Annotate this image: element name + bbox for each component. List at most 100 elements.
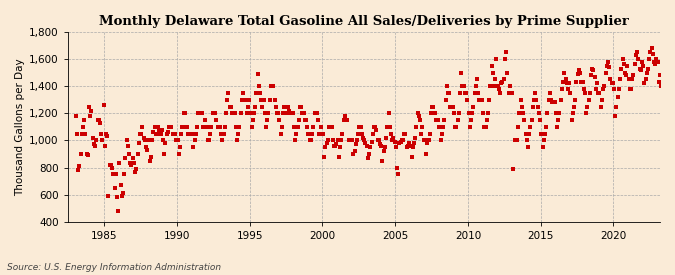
Point <box>635 68 646 72</box>
Point <box>530 91 541 95</box>
Point <box>349 149 360 153</box>
Point <box>205 131 216 136</box>
Point <box>256 98 267 102</box>
Point <box>366 139 377 144</box>
Point <box>97 138 108 143</box>
Point <box>399 131 410 136</box>
Point <box>98 103 109 107</box>
Point <box>108 172 119 177</box>
Point <box>304 138 315 143</box>
Point <box>134 131 145 136</box>
Point <box>280 111 291 116</box>
Point <box>348 152 358 156</box>
Point <box>229 111 240 116</box>
Point <box>78 125 88 129</box>
Point <box>668 122 675 126</box>
Point <box>140 145 151 149</box>
Point <box>664 106 675 110</box>
Point <box>474 98 485 102</box>
Point <box>388 136 399 140</box>
Point <box>439 118 450 122</box>
Point <box>564 81 574 86</box>
Point <box>308 125 319 129</box>
Point <box>461 91 472 95</box>
Point <box>343 138 354 143</box>
Point <box>667 107 675 111</box>
Point <box>342 118 353 122</box>
Point <box>253 84 264 88</box>
Point <box>450 125 460 129</box>
Point <box>498 77 509 82</box>
Point <box>104 163 115 167</box>
Point <box>96 131 107 136</box>
Point <box>503 91 514 95</box>
Point <box>462 98 472 102</box>
Point <box>570 98 580 102</box>
Point <box>154 127 165 132</box>
Point <box>79 118 90 122</box>
Point <box>279 104 290 109</box>
Point <box>126 163 137 167</box>
Point <box>396 138 407 143</box>
Point <box>90 144 101 148</box>
Point <box>478 111 489 116</box>
Point <box>87 136 98 140</box>
Point <box>233 131 244 136</box>
Point <box>370 125 381 129</box>
Point <box>400 131 411 136</box>
Point <box>70 114 81 118</box>
Point <box>402 145 412 149</box>
Point <box>300 118 310 122</box>
Point <box>314 131 325 136</box>
Point <box>470 84 481 88</box>
Point <box>384 125 395 129</box>
Point <box>566 118 577 122</box>
Point <box>592 81 603 86</box>
Point <box>245 111 256 116</box>
Point <box>650 62 661 67</box>
Point <box>176 131 186 136</box>
Point <box>622 64 632 68</box>
Point <box>277 125 288 129</box>
Point <box>92 118 103 122</box>
Point <box>637 60 647 64</box>
Point <box>232 138 242 143</box>
Point <box>506 91 516 95</box>
Point <box>513 125 524 129</box>
Point <box>327 138 338 143</box>
Point <box>130 169 140 174</box>
Point <box>196 111 207 116</box>
Point <box>556 87 567 91</box>
Point <box>565 91 576 95</box>
Point <box>199 125 210 129</box>
Point <box>588 68 599 72</box>
Point <box>578 87 589 91</box>
Point <box>393 172 404 177</box>
Point <box>336 138 347 143</box>
Point <box>472 77 483 82</box>
Point <box>155 131 166 136</box>
Point <box>632 50 643 54</box>
Point <box>458 84 469 88</box>
Point <box>489 84 500 88</box>
Point <box>492 84 503 88</box>
Point <box>456 70 466 75</box>
Point <box>181 125 192 129</box>
Point <box>378 149 389 153</box>
Point <box>572 72 583 76</box>
Point <box>549 100 560 104</box>
Point <box>184 131 195 136</box>
Point <box>144 158 155 163</box>
Point <box>265 98 275 102</box>
Point <box>88 142 99 147</box>
Point <box>190 131 201 136</box>
Point <box>597 98 608 102</box>
Point <box>367 131 378 136</box>
Point <box>303 131 314 136</box>
Point <box>296 104 306 109</box>
Point <box>227 111 238 116</box>
Point <box>466 118 477 122</box>
Point <box>429 111 440 116</box>
Point <box>568 111 578 116</box>
Point <box>508 167 519 171</box>
